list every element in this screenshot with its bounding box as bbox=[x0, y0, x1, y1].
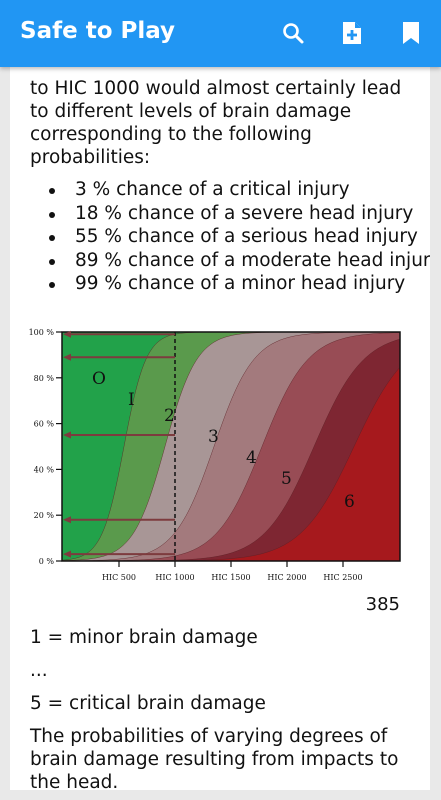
region-label: 6 bbox=[344, 492, 355, 512]
arrow-head bbox=[63, 353, 71, 361]
list-item: 99 % chance of a minor head injury bbox=[10, 273, 430, 297]
list-item: 55 % chance of a serious head injury bbox=[10, 226, 430, 250]
bookmark-icon[interactable] bbox=[394, 16, 428, 50]
arrow-head bbox=[63, 330, 71, 338]
region-label: 5 bbox=[281, 469, 292, 489]
app-bar: Safe to Play bbox=[0, 0, 441, 67]
y-tick-label: 100 % bbox=[29, 328, 55, 337]
search-icon[interactable] bbox=[276, 16, 310, 50]
list-item: 3 % chance of a critical injury bbox=[10, 179, 430, 203]
y-tick-label: 80 % bbox=[34, 374, 55, 383]
arrow-head bbox=[63, 550, 71, 558]
app-title: Safe to Play bbox=[20, 18, 176, 44]
region-label: 2 bbox=[164, 406, 175, 426]
figure-caption: The probabilities of varying degrees of … bbox=[30, 726, 399, 790]
arrow-head bbox=[63, 516, 71, 524]
add-document-icon[interactable] bbox=[335, 16, 369, 50]
page-number: 385 bbox=[365, 594, 400, 615]
book-page: to HIC 1000 would almost certainly lead … bbox=[10, 67, 430, 790]
x-tick-label: HIC 2500 bbox=[323, 573, 362, 582]
x-tick-label: HIC 1500 bbox=[211, 573, 250, 582]
legend-ellipsis: ... bbox=[30, 660, 48, 681]
region-label: I bbox=[128, 390, 135, 410]
y-tick-label: 40 % bbox=[34, 465, 55, 474]
region-label: O bbox=[92, 369, 106, 389]
arrow-head bbox=[63, 431, 71, 439]
intro-paragraph: to HIC 1000 would almost certainly lead … bbox=[30, 78, 402, 168]
list-item: 18 % chance of a severe head injury bbox=[10, 203, 430, 227]
probability-list: 3 % chance of a critical injury 18 % cha… bbox=[10, 179, 430, 297]
x-tick-label: HIC 1000 bbox=[155, 573, 194, 582]
region-label: 3 bbox=[208, 427, 219, 447]
x-tick-label: HIC 2000 bbox=[267, 573, 306, 582]
list-item: 89 % chance of a moderate head injury bbox=[10, 250, 430, 274]
region-label: 4 bbox=[246, 448, 257, 468]
y-tick-label: 0 % bbox=[39, 557, 55, 566]
y-tick-label: 60 % bbox=[34, 420, 55, 429]
hic-injury-figure: 0 % 20 % 40 % 60 % 80 % 100 % HIC 500 HIC 1000… bbox=[29, 328, 401, 582]
legend-line-minor: 1 = minor brain damage bbox=[30, 627, 258, 648]
legend-line-critical: 5 = critical brain damage bbox=[30, 693, 266, 714]
x-tick-label: HIC 500 bbox=[102, 573, 136, 582]
y-tick-label: 20 % bbox=[34, 511, 55, 520]
